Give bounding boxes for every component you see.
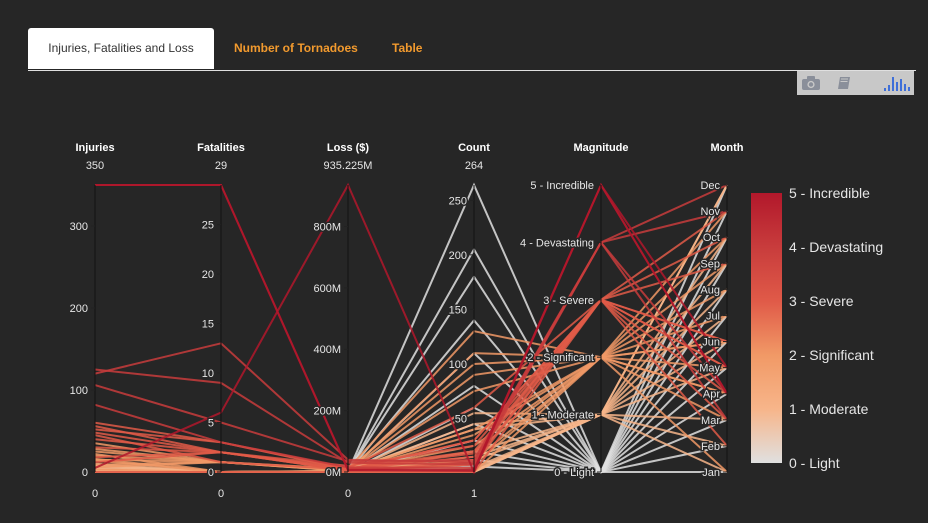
tick-label: 200 [449,250,467,262]
camera-icon[interactable] [800,74,822,92]
axis-title: Injuries [75,142,114,154]
tick-label: Dec [700,180,720,192]
tick-label: 100 [70,385,88,397]
tick-label: 4 - Devastating [520,237,594,249]
tick-label: 200M [313,406,341,418]
tick-label: Apr [703,389,720,401]
data-line [94,182,728,475]
tick-label: Oct [703,232,720,244]
tick-label: 5 - Incredible [530,180,594,192]
data-line [94,298,728,470]
colorbar-gradient [751,193,782,463]
axis-max-label: 935.225M [324,160,373,172]
tick-label: Mar [701,415,720,427]
tick-label: Feb [701,441,720,453]
axis-month: Month Jan Feb Mar Apr May Jun Jul Aug Sep Oct Nov De… [698,142,744,481]
axis-title: Magnitude [574,142,629,154]
tab-bar: Injuries, Fatalities and Loss Number of … [28,28,916,71]
axis-title: Month [711,142,744,154]
tick-label: 50 [455,414,467,426]
tick-label: Sep [700,258,720,270]
tick-label: 1 - Moderate [532,410,594,422]
tick-label: 0M [326,467,341,479]
colorbar: 0 - Light 1 - Moderate 2 - Significant 3 - … [751,185,883,471]
data-line [95,262,728,473]
data-line [94,356,728,473]
colorbar-tick-label: 4 - Devastating [789,239,883,255]
tick-label: 3 - Severe [543,295,594,307]
axis-max-label: 350 [86,160,104,172]
tick-label: 600M [313,283,341,295]
tab-number-of-tornadoes[interactable]: Number of Tornadoes [234,41,358,55]
tick-label: May [699,363,720,375]
tick-label: 0 [208,467,214,479]
axis-injuries: Injuries 350 00 100 200 300 [68,142,114,500]
axis-min-label: 0 [345,488,351,500]
colorbar-tick-label: 5 - Incredible [789,185,870,201]
data-line [94,184,728,466]
axis-title: Fatalities [197,142,245,154]
data-line [94,298,728,472]
axis-title: Count [458,142,490,154]
tick-label: Nov [700,206,720,218]
tick-label: 15 [202,319,214,331]
tick-label: 25 [202,220,214,232]
axis-loss: Loss ($) 935.225M 0 0M 200M 400M 600M 800M [312,142,373,500]
colorbar-tick-label: 3 - Severe [789,293,854,309]
tick-label: 0 [82,467,88,479]
data-line [94,240,728,463]
tick-label: 200 [70,303,88,315]
colorbar-tick-label: 0 - Light [789,455,840,471]
axis-max-label: 29 [215,160,227,172]
tick-label: Aug [700,284,720,296]
axis-fatalities: Fatalities 29 00 5 10 15 20 25 [197,142,245,500]
tab-injuries-fatalities-loss[interactable]: Injuries, Fatalities and Loss [28,28,214,69]
bar-chart-logo-icon[interactable] [883,74,913,92]
axis-min-label: 0 [218,488,224,500]
tab-table[interactable]: Table [392,41,423,55]
tick-label: 5 [208,418,214,430]
axis-min-label: 0 [92,488,98,500]
axis-title: Loss ($) [327,142,370,154]
tick-label: 300 [70,221,88,233]
data-lines [94,182,728,475]
tick-label: 250 [449,195,467,207]
tick-label: Jun [702,337,720,349]
tick-label: Jan [702,467,720,479]
data-line [94,210,728,469]
data-line [94,298,728,472]
book-icon[interactable] [835,74,855,92]
plot-modebar [797,71,914,95]
colorbar-tick-label: 1 - Moderate [789,401,869,417]
tick-label: Jul [706,310,720,322]
tick-label: 800M [313,221,341,233]
axis-magnitude: Magnitude 0 - Light 1 - Moderate 2 - Signif… [519,142,629,481]
tick-label: 2 - Significant [527,352,594,364]
colorbar-tick-label: 2 - Significant [789,347,874,363]
tick-label: 400M [313,344,341,356]
axis-min-label: 1 [471,488,477,500]
tick-label: 100 [449,359,467,371]
data-line [95,182,728,472]
tick-label: 0 - Light [554,467,594,479]
tick-label: 20 [202,269,214,281]
axis-max-label: 264 [465,160,483,172]
tick-label: 150 [449,304,467,316]
tick-label: 10 [202,368,214,380]
